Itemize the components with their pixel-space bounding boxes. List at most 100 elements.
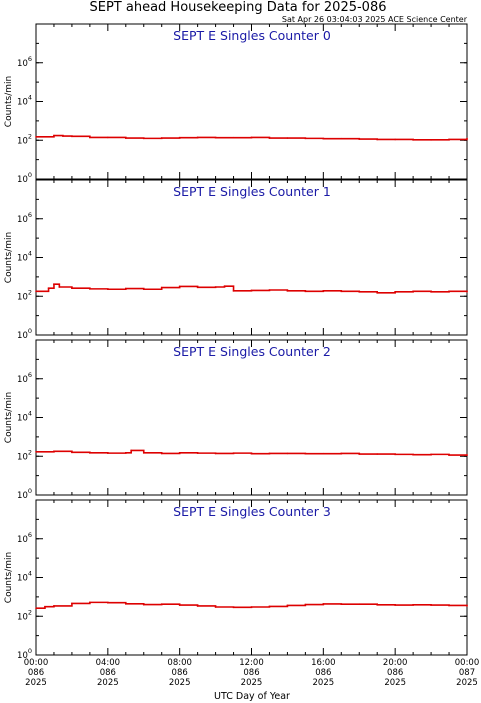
y-tick-label: 100 [17, 487, 32, 501]
data-point [71, 451, 73, 454]
data-point [53, 605, 55, 607]
data-point [340, 290, 343, 293]
data-point [466, 453, 468, 456]
data-point [412, 453, 414, 456]
data-point [268, 137, 271, 139]
data-point [53, 450, 55, 453]
data-point [304, 603, 307, 606]
data-point [160, 603, 163, 605]
y-tick-exponent: 0 [28, 327, 32, 335]
data-point [394, 290, 396, 293]
data-point [124, 452, 127, 454]
y-tick-exponent: 6 [28, 55, 32, 63]
data-point [448, 454, 450, 456]
data-point [178, 604, 181, 606]
y-tick-exponent: 4 [28, 94, 32, 102]
y-tick-label: 102 [17, 608, 32, 622]
x-tick-doy-label: 086 [28, 668, 44, 678]
x-tick-time-label: 20:00 [383, 658, 408, 668]
y-tick-label: 104 [17, 94, 32, 108]
y-tick-label: 102 [17, 132, 32, 146]
x-tick-year-label: 2025 [169, 678, 191, 688]
data-point [268, 289, 271, 291]
data-point [394, 604, 396, 606]
data-point [178, 285, 181, 288]
plot-frame [35, 339, 468, 496]
data-point [268, 452, 271, 455]
data-point [35, 450, 37, 453]
x-tick-time-label: 08:00 [167, 658, 192, 668]
y-tick-exponent: 2 [28, 132, 32, 140]
data-point [142, 452, 145, 454]
y-tick-label: 102 [17, 288, 32, 302]
plot-frame [35, 179, 468, 336]
data-point [250, 452, 253, 455]
panel-title: SEPT E Singles Counter 3 [173, 504, 331, 519]
data-point [322, 452, 325, 455]
x-tick-doy-label: 086 [172, 668, 188, 678]
data-point [232, 452, 235, 454]
data-point [124, 602, 127, 605]
y-axis-label: Counts/min [4, 392, 14, 443]
data-point [340, 452, 343, 455]
y-axis-label: Counts/min [4, 76, 14, 127]
data-point [214, 452, 217, 455]
data-point [358, 453, 361, 455]
x-tick-year-label: 2025 [241, 678, 263, 688]
data-point [304, 137, 307, 140]
data-point [142, 137, 145, 140]
x-tick-time-label: 04:00 [96, 658, 121, 668]
data-point [232, 136, 235, 139]
data-point [394, 138, 396, 141]
data-point [286, 604, 289, 607]
plot-frame [35, 499, 468, 656]
y-tick-label: 104 [17, 570, 32, 584]
data-point [35, 607, 37, 610]
data-point [448, 290, 450, 293]
y-tick-exponent: 2 [28, 608, 32, 616]
data-point [142, 603, 145, 606]
x-tick-year-label: 2025 [384, 678, 406, 688]
data-point [124, 137, 127, 139]
x-tick-doy-label: 086 [315, 668, 331, 678]
y-tick-label: 100 [17, 327, 32, 341]
panel-title: SEPT E Singles Counter 2 [173, 344, 331, 359]
data-point [107, 288, 109, 291]
data-point [107, 136, 109, 139]
data-point [214, 286, 217, 288]
y-tick-label: 104 [17, 410, 32, 424]
data-point [286, 452, 289, 455]
data-point [142, 288, 145, 291]
data-point [250, 289, 253, 292]
data-point [304, 290, 307, 293]
x-tick-time-label: 12:00 [239, 658, 264, 668]
data-point [214, 606, 217, 608]
y-tick-label: 104 [17, 250, 32, 264]
y-tick-exponent: 4 [28, 570, 32, 578]
data-point [340, 603, 343, 605]
data-point [53, 134, 55, 137]
data-point [232, 606, 235, 609]
data-point [430, 453, 432, 456]
x-tick-time-label: 00:00 [24, 658, 49, 668]
data-point [196, 136, 199, 139]
data-point [35, 290, 37, 293]
data-point [196, 605, 199, 607]
data-point [107, 452, 109, 454]
y-axis-label: Counts/min [4, 232, 14, 283]
data-point [35, 136, 37, 138]
data-point [430, 604, 432, 606]
data-point [89, 136, 91, 139]
y-tick-exponent: 6 [28, 531, 32, 539]
y-tick-label: 102 [17, 448, 32, 462]
data-point [358, 290, 361, 293]
x-axis: 00:00086202504:00086202508:00086202512:0… [24, 658, 480, 688]
data-point [44, 605, 46, 608]
panel-title: SEPT E Singles Counter 0 [173, 28, 331, 43]
y-axis-label: Counts/min [4, 552, 14, 603]
data-point [196, 286, 199, 289]
data-point [412, 603, 414, 606]
